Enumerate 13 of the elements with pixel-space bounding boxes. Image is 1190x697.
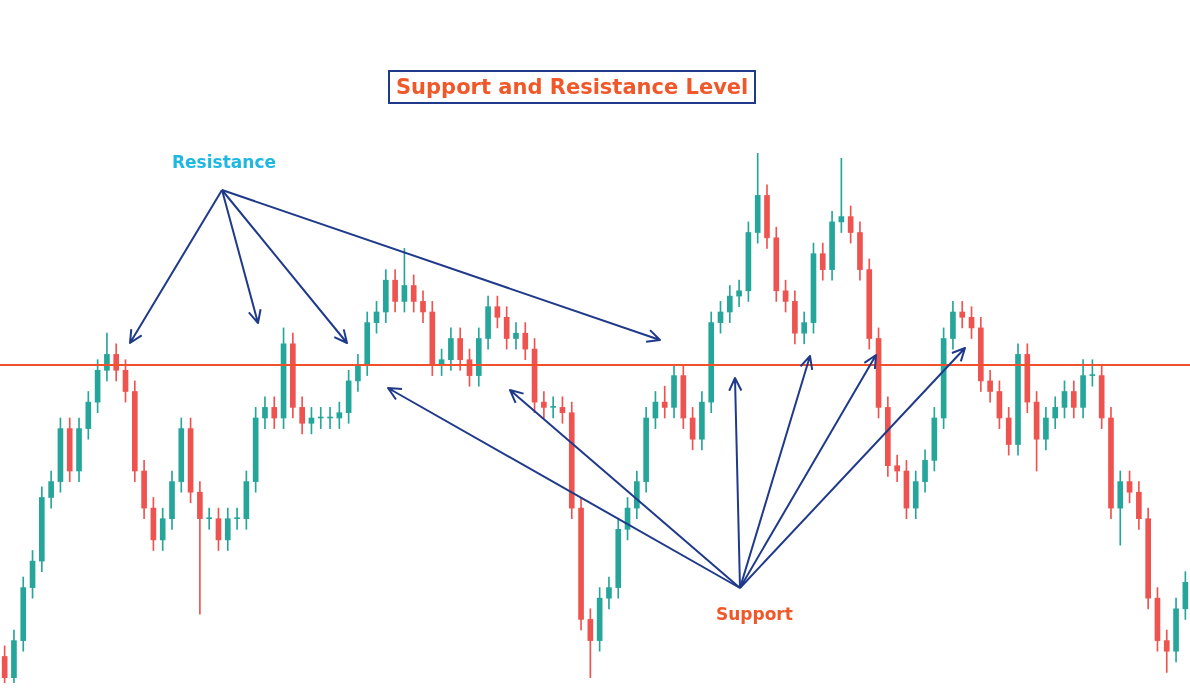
annotation: Resistance — [172, 152, 276, 172]
candlestick — [959, 301, 966, 329]
candlestick — [206, 507, 213, 530]
candlestick — [736, 279, 742, 308]
candlestick — [513, 322, 519, 350]
candlestick — [234, 507, 240, 530]
candlestick — [661, 385, 668, 419]
candlestick — [197, 481, 203, 615]
candlestick — [541, 391, 547, 419]
chart-title: Support and Resistance Level — [388, 70, 757, 104]
candlestick — [894, 454, 900, 482]
annotation: Support — [716, 604, 793, 624]
candlestick — [550, 396, 556, 419]
